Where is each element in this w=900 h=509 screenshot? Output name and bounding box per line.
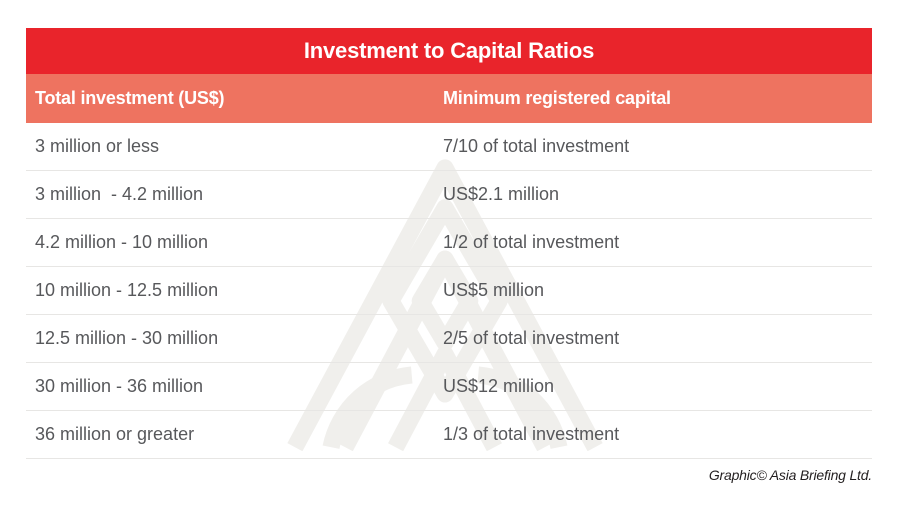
- registered-capital-cell: US$12 million: [443, 376, 555, 396]
- table-row: 10 million - 12.5 million US$5 million: [26, 267, 872, 315]
- registered-capital-cell: 7/10 of total investment: [443, 136, 630, 156]
- column-header-total-investment: Total investment (US$): [35, 88, 225, 108]
- registered-capital-cell: US$2.1 million: [443, 184, 560, 204]
- table-row: 3 million or less 7/10 of total investme…: [26, 123, 872, 171]
- table-title-bar: Investment to Capital Ratios: [26, 28, 872, 74]
- investment-range-cell: 12.5 million - 30 million: [35, 328, 219, 348]
- investment-capital-ratios-table: Investment to Capital Ratios Total inves…: [26, 28, 872, 483]
- investment-range-cell: 10 million - 12.5 million: [35, 280, 219, 300]
- investment-range-cell: 36 million or greater: [35, 424, 195, 444]
- registered-capital-cell: 1/3 of total investment: [443, 424, 620, 444]
- page-title: Investment to Capital Ratios: [303, 38, 595, 63]
- table-row: 4.2 million - 10 million 1/2 of total in…: [26, 219, 872, 267]
- table-row: 12.5 million - 30 million 2/5 of total i…: [26, 315, 872, 363]
- investment-range-cell: 3 million or less: [35, 136, 160, 156]
- graphic-credit: Graphic© Asia Briefing Ltd.: [708, 467, 872, 483]
- investment-range-cell: 4.2 million - 10 million: [35, 232, 209, 252]
- registered-capital-cell: 2/5 of total investment: [443, 328, 620, 348]
- investment-range-cell: 30 million - 36 million: [35, 376, 204, 396]
- column-header-minimum-capital: Minimum registered capital: [443, 88, 671, 108]
- table-row: 36 million or greater 1/3 of total inves…: [26, 411, 872, 459]
- investment-range-cell: 3 million - 4.2 million: [35, 184, 204, 204]
- column-header-row: Total investment (US$) Minimum registere…: [26, 74, 872, 123]
- registered-capital-cell: 1/2 of total investment: [443, 232, 620, 252]
- registered-capital-cell: US$5 million: [443, 280, 545, 300]
- table-body: 3 million or less 7/10 of total investme…: [26, 123, 872, 459]
- table-row: 30 million - 36 million US$12 million: [26, 363, 872, 411]
- table-row: 3 million - 4.2 million US$2.1 million: [26, 171, 872, 219]
